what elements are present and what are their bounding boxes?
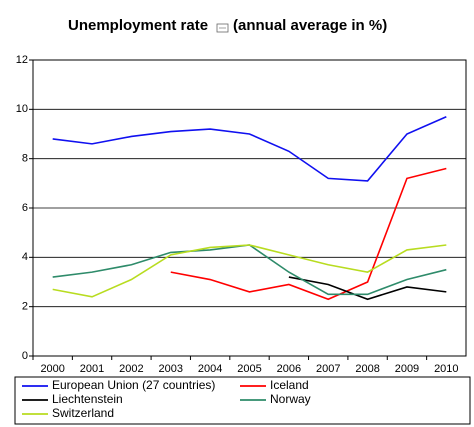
y-tick-label: 10: [16, 103, 28, 115]
line-series: [170, 167, 447, 301]
chart-title: Unemployment rate: [68, 17, 208, 34]
chart-subtitle: (annual average in %): [233, 17, 387, 34]
y-tick-label: 4: [22, 251, 28, 263]
y-tick-label: 2: [22, 301, 28, 313]
legend-label: Switzerland: [52, 406, 114, 420]
x-tick-label: 2006: [277, 363, 301, 375]
x-tick-label: 2010: [434, 363, 458, 375]
line-series: [52, 244, 447, 296]
x-tick-label: 2004: [198, 363, 222, 375]
line-series: [52, 244, 447, 298]
line-series: [52, 116, 447, 182]
legend-label: Iceland: [270, 378, 309, 392]
legend-label: Norway: [270, 392, 311, 406]
x-tick-label: 2005: [237, 363, 261, 375]
line-series: [288, 276, 447, 301]
y-tick-label: 6: [22, 202, 28, 214]
y-tick-label: 12: [16, 54, 28, 66]
x-tick-label: 2008: [355, 363, 379, 375]
x-tick-label: 2000: [40, 363, 64, 375]
x-tick-label: 2007: [316, 363, 340, 375]
legend-label: European Union (27 countries): [52, 378, 215, 392]
legend-label: Liechtenstein: [52, 392, 123, 406]
x-tick-label: 2003: [159, 363, 183, 375]
y-tick-label: 8: [22, 153, 28, 165]
x-tick-label: 2001: [80, 363, 104, 375]
x-tick-label: 2002: [119, 363, 143, 375]
info-icon: [216, 23, 229, 33]
x-tick-label: 2009: [395, 363, 419, 375]
y-tick-label: 0: [22, 350, 28, 362]
